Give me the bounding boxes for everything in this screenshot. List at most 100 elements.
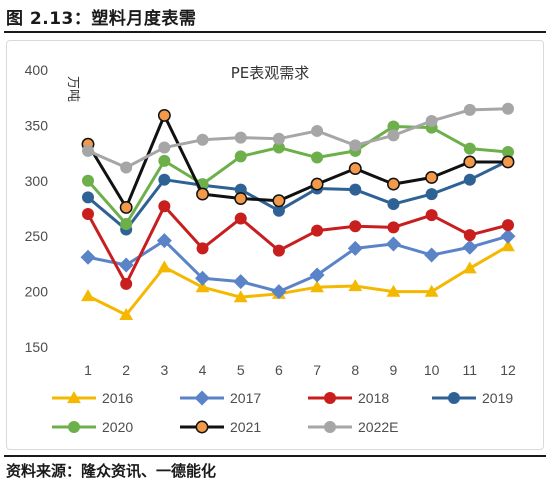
legend-item-2018: 2018 [308, 390, 389, 406]
data-point [311, 124, 324, 137]
data-point [82, 208, 94, 221]
data-point [271, 284, 287, 300]
series-line [87, 244, 509, 317]
series-line [86, 204, 509, 286]
x-tick-label: 3 [160, 362, 168, 378]
y-axis-unit: 万吨 [65, 76, 80, 102]
data-point [234, 183, 247, 196]
top-divider [4, 31, 546, 33]
data-point [425, 209, 438, 222]
data-point [425, 114, 438, 127]
data-point [272, 204, 285, 217]
data-point [82, 144, 94, 157]
legend-item-2019: 2019 [432, 390, 513, 406]
data-point [349, 183, 362, 196]
data-point [120, 218, 133, 231]
series-group [80, 102, 516, 320]
data-point [82, 174, 94, 187]
legend-label: 2018 [358, 390, 389, 406]
x-tick-label: 2 [122, 362, 130, 378]
x-tick-label: 6 [275, 362, 283, 378]
data-point [463, 103, 476, 116]
data-point [195, 280, 210, 293]
data-point [424, 284, 439, 297]
x-tick-label: 11 [463, 362, 478, 378]
data-point [196, 133, 209, 146]
data-point [194, 390, 210, 406]
series-2017 [80, 228, 516, 300]
data-point [156, 233, 172, 249]
data-point [234, 131, 247, 144]
data-point [348, 162, 362, 176]
data-point [448, 392, 460, 404]
x-tick-label: 8 [351, 362, 359, 378]
bottom-divider [4, 455, 546, 457]
data-point [120, 277, 133, 290]
figure-title: 图 2.13：塑料月度表需 [6, 9, 197, 29]
data-point [425, 188, 438, 201]
data-point [311, 151, 324, 164]
data-point [501, 239, 515, 252]
legend-item-2021: 2021 [180, 419, 261, 435]
series-line [86, 125, 509, 226]
data-point [311, 224, 324, 237]
data-point [68, 421, 80, 433]
data-point [425, 171, 439, 184]
series-2020 [82, 120, 514, 231]
source-note: 资料来源：隆众资讯、一德能化 [6, 462, 217, 480]
data-point [157, 108, 171, 122]
series-line [87, 159, 509, 232]
data-point [502, 145, 514, 158]
data-point [157, 260, 172, 273]
data-point [462, 239, 478, 255]
x-tick-label: 4 [199, 362, 207, 378]
data-point [463, 173, 476, 186]
data-point [310, 177, 324, 191]
data-point [348, 279, 363, 292]
data-point [324, 392, 336, 404]
series-line [86, 113, 508, 209]
x-tick-label: 1 [84, 362, 92, 378]
legend: 2016 2017 2018 2019 2020 2021 2022E [52, 390, 513, 435]
data-point [119, 307, 134, 320]
data-point [158, 141, 171, 154]
data-point [349, 139, 362, 152]
data-point [233, 274, 249, 290]
data-point [387, 198, 400, 211]
y-tick-label: 250 [25, 228, 49, 244]
data-point [158, 200, 171, 213]
y-tick-label: 400 [25, 62, 49, 78]
data-point [310, 280, 324, 293]
data-point [309, 267, 325, 283]
data-point [118, 257, 134, 273]
data-point [81, 289, 95, 302]
y-tick-label: 300 [25, 173, 49, 189]
x-tick-label: 9 [390, 362, 398, 378]
data-point [119, 200, 133, 214]
data-point [387, 177, 400, 191]
legend-item-2020: 2020 [52, 419, 133, 435]
data-point [196, 242, 209, 255]
data-point [272, 194, 286, 208]
legend-label: 2017 [230, 390, 261, 406]
legend-label: 2019 [482, 390, 513, 406]
data-point [387, 120, 400, 133]
data-point [502, 219, 514, 232]
legend-label: 2021 [230, 419, 261, 435]
series-line [87, 107, 509, 170]
data-point [387, 129, 400, 142]
data-point [233, 290, 248, 303]
x-axis: 1 2 3 4 5 6 7 8 9 10 11 12 [84, 362, 516, 378]
data-point [502, 102, 514, 115]
data-point [462, 261, 477, 274]
data-point [158, 154, 171, 167]
data-point [195, 420, 209, 434]
data-point [272, 141, 285, 154]
data-point [385, 236, 401, 252]
data-point [80, 249, 96, 265]
data-point [463, 142, 476, 155]
data-point [424, 247, 440, 263]
y-tick-label: 150 [25, 339, 49, 355]
series-line [87, 234, 509, 294]
data-point [234, 212, 247, 225]
